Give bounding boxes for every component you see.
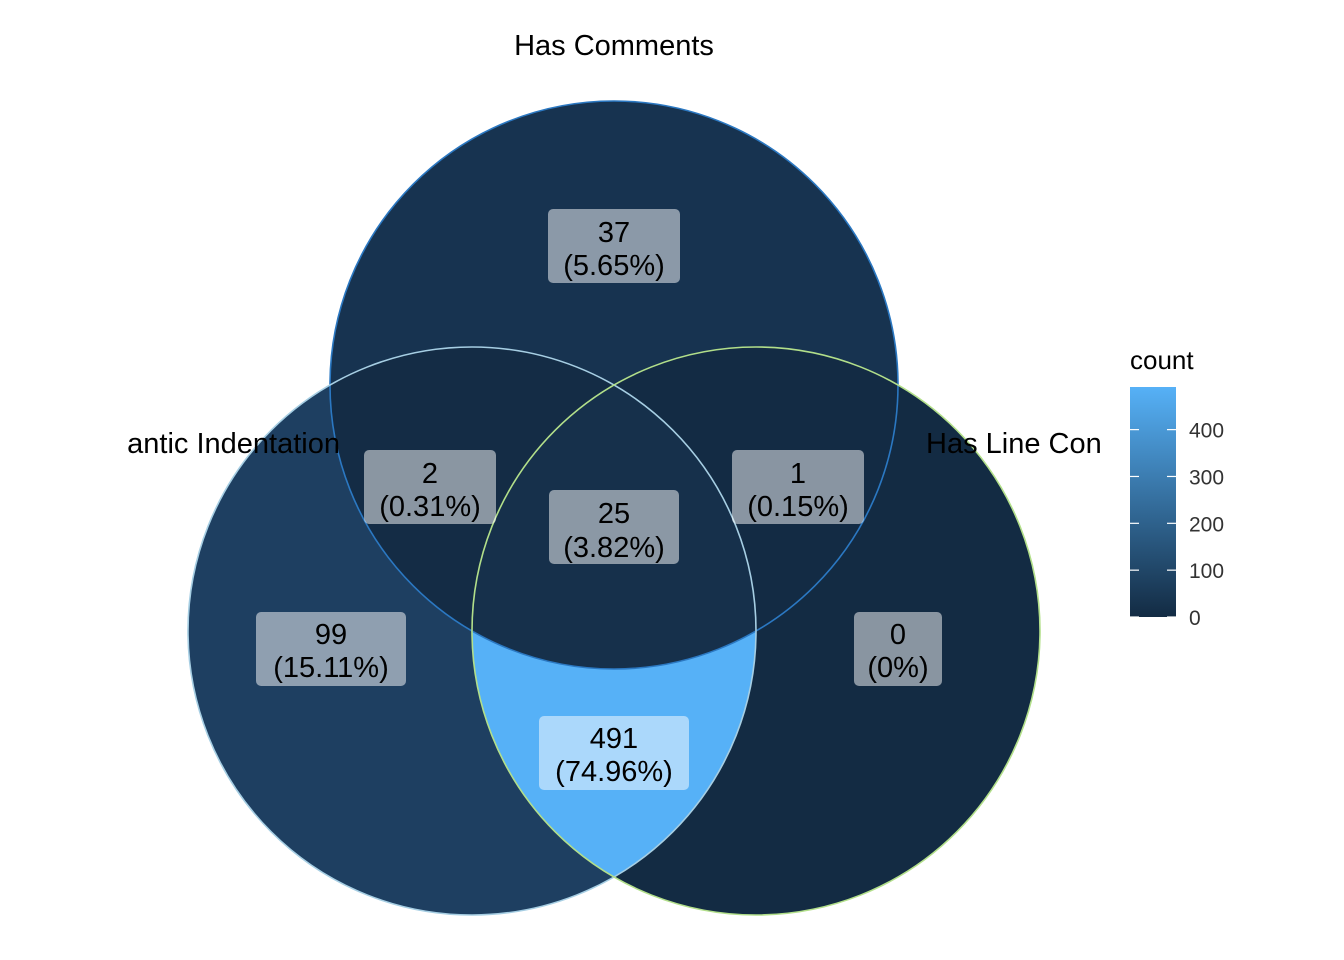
circle-semantic-indentation	[187, 346, 757, 916]
region-all-three	[472, 347, 756, 669]
region-percent: (0.15%)	[747, 491, 849, 523]
legend-tick-label: 200	[1189, 513, 1224, 536]
region-percent: (15.11%)	[273, 652, 389, 684]
legend-tick-label: 300	[1189, 466, 1224, 489]
region-label-abc: 25 (3.82%)	[549, 490, 679, 564]
region-percent: (74.96%)	[555, 756, 673, 788]
region-count: 2	[422, 458, 438, 490]
region-label-b-only: 99 (15.11%)	[256, 612, 406, 686]
circle-has-line-comments	[471, 346, 1041, 916]
region-percent: (5.65%)	[563, 250, 665, 282]
region-percent: (0.31%)	[379, 491, 481, 523]
set-label-has-line-comments: Has Line Con	[926, 428, 1102, 460]
region-label-ac: 1 (0.15%)	[732, 450, 864, 524]
legend-title: count	[1130, 345, 1194, 375]
legend-tick-label: 400	[1189, 420, 1224, 443]
set-label-semantic-indentation: antic Indentation	[127, 428, 340, 460]
region-label-c-only: 0 (0%)	[854, 612, 942, 686]
region-percent: (0%)	[867, 652, 928, 684]
legend-tick-label: 0	[1189, 607, 1201, 630]
region-count: 25	[598, 498, 630, 530]
legend-colorbar	[1130, 387, 1176, 617]
legend: count 0 100 200 300 400	[1130, 345, 1224, 630]
legend-ticks: 0 100 200 300 400	[1130, 420, 1224, 630]
region-count: 0	[890, 619, 906, 651]
region-percent: (3.82%)	[563, 532, 665, 564]
venn-outlines	[187, 100, 1041, 916]
region-count: 1	[790, 458, 806, 490]
set-label-has-comments: Has Comments	[514, 30, 714, 62]
region-label-ab: 2 (0.31%)	[364, 450, 496, 524]
region-count: 99	[315, 619, 347, 651]
region-label-bc: 491 (74.96%)	[539, 716, 689, 790]
legend-tick-label: 100	[1189, 560, 1224, 583]
region-count: 37	[598, 217, 630, 249]
region-count: 491	[590, 723, 638, 755]
region-label-a-only: 37 (5.65%)	[548, 209, 680, 283]
